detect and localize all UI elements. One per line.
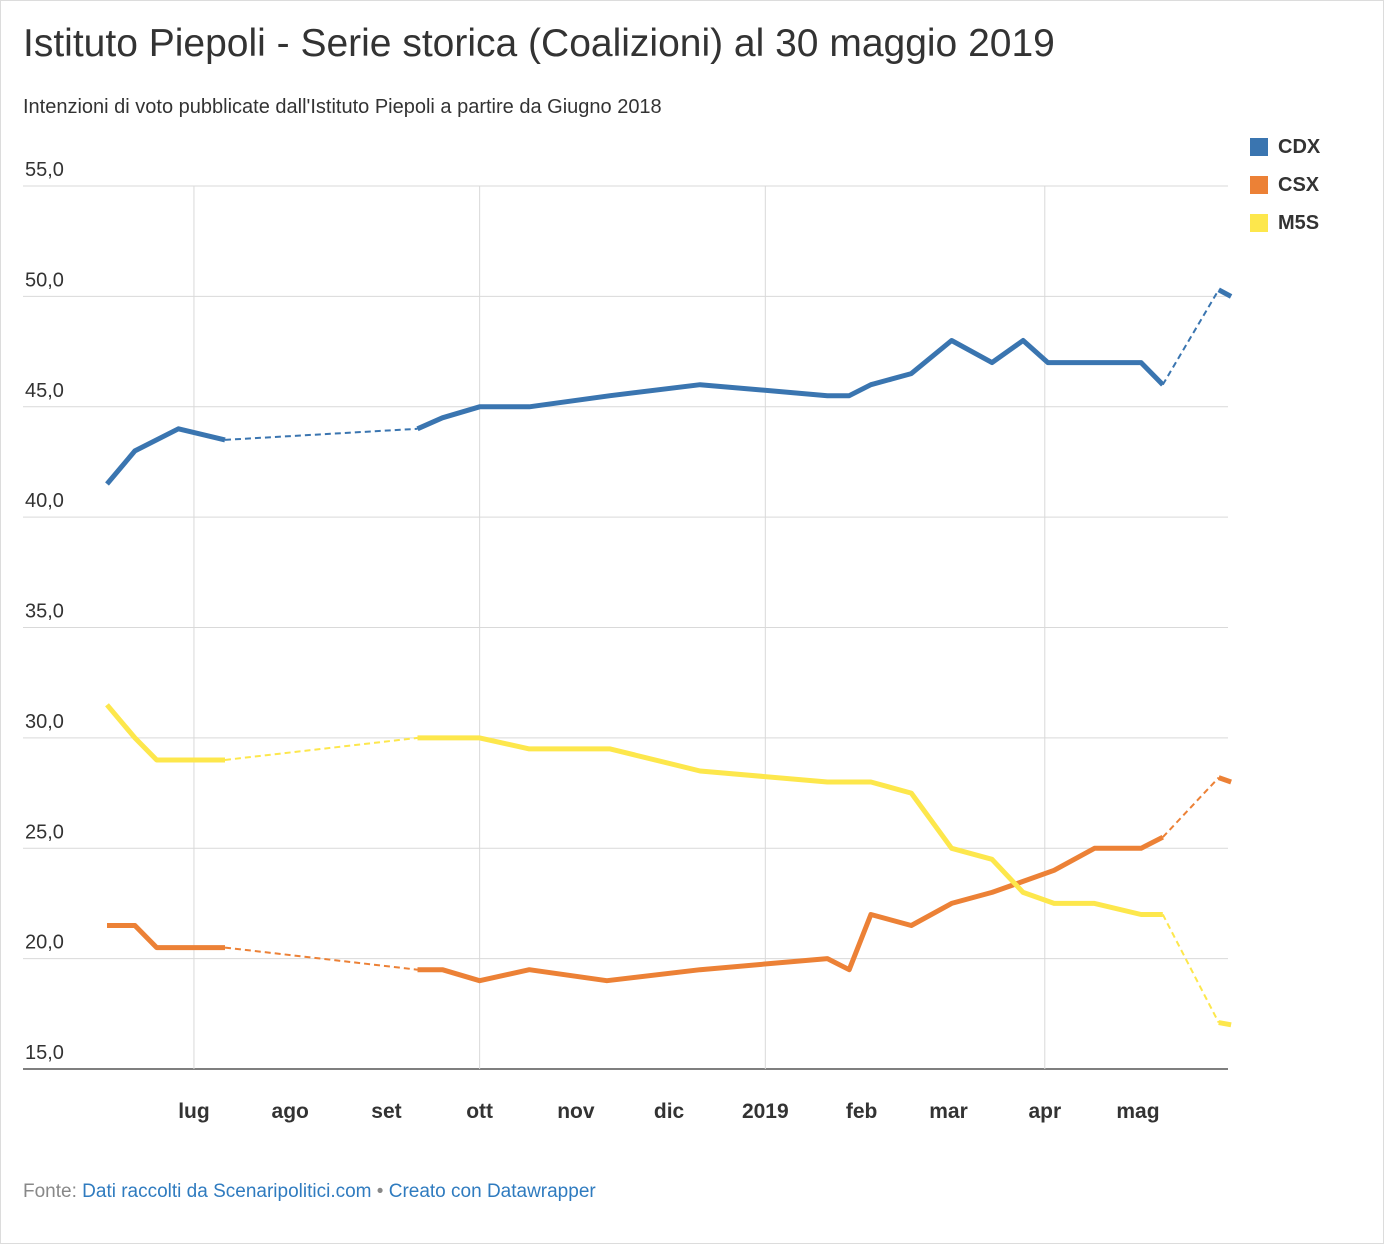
series-line-cdx <box>105 426 226 486</box>
y-tick-label: 30,0 <box>25 711 64 733</box>
source-label: Fonte: <box>23 1181 77 1202</box>
series-gap-m5s <box>1161 914 1220 1024</box>
series-line-cdx <box>1217 287 1233 299</box>
credit-link[interactable]: Creato con Datawrapper <box>388 1181 596 1202</box>
series-gap-cdx <box>1161 289 1220 386</box>
series-line-csx <box>1217 775 1232 785</box>
series-line-cdx <box>416 338 1165 432</box>
y-tick-label: 55,0 <box>25 159 64 181</box>
series-line-m5s <box>1218 1020 1232 1028</box>
legend-item-csx: CSX <box>1250 166 1320 204</box>
series-line-csx <box>417 834 1164 984</box>
x-tick-label: nov <box>557 1100 595 1123</box>
x-tick-label: ago <box>272 1100 309 1123</box>
y-tick-label: 35,0 <box>25 601 64 623</box>
y-tick-label: 15,0 <box>25 1042 64 1064</box>
series-cdx <box>105 287 1233 486</box>
y-tick-label: 20,0 <box>25 932 64 954</box>
footer: Fonte: Dati raccolti da Scenaripolitici.… <box>23 1181 596 1203</box>
legend-item-m5s: M5S <box>1250 204 1320 242</box>
series-line-m5s <box>417 735 1163 917</box>
axis-labels-layer: 55,0 50,0 45,0 40,0 35,0 30,0 25,0 20,0 15,0 lug a… <box>25 159 1160 1123</box>
chart-subtitle: Intenzioni di voto pubblicate dall'Istit… <box>23 96 662 118</box>
series-layer <box>105 287 1233 1028</box>
y-tick-label: 25,0 <box>25 821 64 843</box>
y-tick-label: 45,0 <box>25 380 64 402</box>
legend-label-m5s: M5S <box>1278 211 1320 234</box>
series-gap-m5s <box>224 736 418 761</box>
series-m5s <box>105 703 1232 1028</box>
x-tick-label: apr <box>1028 1100 1061 1123</box>
series-line-m5s <box>105 703 225 763</box>
legend-swatch-cdx <box>1250 138 1268 156</box>
footer-separator: • <box>376 1181 384 1202</box>
legend-label-csx: CSX <box>1278 173 1320 196</box>
x-tick-label: feb <box>846 1100 878 1123</box>
chart-title: Istituto Piepoli - Serie storica (Coaliz… <box>23 22 1055 65</box>
grid-layer <box>23 185 1228 1070</box>
x-tick-label: dic <box>654 1100 685 1123</box>
legend-swatch-m5s <box>1250 214 1268 232</box>
x-tick-label: 2019 <box>742 1100 789 1123</box>
y-tick-label: 40,0 <box>25 490 64 512</box>
series-gap-cdx <box>224 427 418 441</box>
legend-swatch-csx <box>1250 176 1268 194</box>
x-tick-label: lug <box>178 1100 210 1123</box>
series-line-csx <box>107 923 225 951</box>
series-gap-csx <box>224 946 418 971</box>
x-tick-label: mag <box>1116 1100 1159 1123</box>
legend: CDX CSX M5S <box>1250 128 1320 242</box>
y-tick-label: 50,0 <box>25 269 64 291</box>
legend-item-cdx: CDX <box>1250 128 1320 166</box>
source-link[interactable]: Dati raccolti da Scenaripolitici.com <box>82 1181 372 1202</box>
x-tick-label: ott <box>466 1100 493 1123</box>
series-csx <box>107 775 1232 984</box>
x-tick-label: set <box>371 1100 401 1123</box>
x-tick-label: mar <box>929 1100 968 1123</box>
series-gap-csx <box>1162 776 1220 838</box>
legend-label-cdx: CDX <box>1278 135 1321 158</box>
